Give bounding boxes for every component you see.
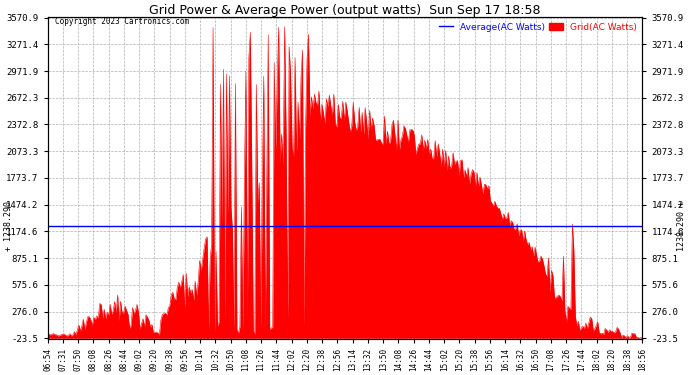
Title: Grid Power & Average Power (output watts)  Sun Sep 17 18:58: Grid Power & Average Power (output watts…	[149, 4, 541, 17]
Text: 1238.290 +: 1238.290 +	[677, 201, 686, 250]
Text: Copyright 2023 Cartronics.com: Copyright 2023 Cartronics.com	[55, 17, 189, 26]
Text: + 1238.290: + 1238.290	[4, 201, 13, 250]
Legend: Average(AC Watts), Grid(AC Watts): Average(AC Watts), Grid(AC Watts)	[435, 19, 640, 35]
